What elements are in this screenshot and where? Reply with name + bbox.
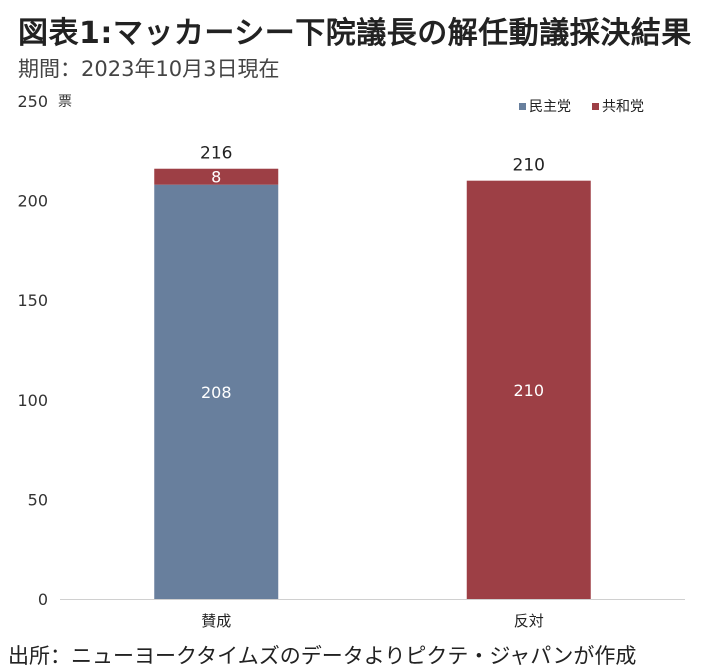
legend-label: 共和党 [602,99,644,115]
y-axis-unit: 票 [58,94,72,110]
y-tick-label: 0 [38,590,48,609]
bar-republican-1 [466,180,591,599]
segment-value-label: 208 [201,383,232,402]
segment-value-label: 210 [513,381,544,400]
x-category-label: 反対 [514,612,544,630]
y-tick-label: 250 [17,92,48,111]
total-value-label: 210 [513,156,545,176]
legend-label: 民主党 [529,99,571,115]
y-tick-label: 50 [28,490,48,509]
total-value-label: 216 [200,144,232,164]
source-note: 出所：ニューヨークタイムズのデータよりピクテ・ジャパンが作成 [8,644,637,668]
legend-swatch [592,103,599,110]
segment-value-label: 8 [211,168,221,187]
x-category-label: 賛成 [201,612,231,630]
y-tick-label: 150 [17,291,48,310]
y-tick-label: 100 [17,391,48,410]
y-tick-label: 200 [17,192,48,211]
legend-swatch [519,103,526,110]
bar-democrat-0 [154,184,279,599]
bar-republican-0 [154,168,279,185]
chart-title: 図表1:マッカーシー下院議長の解任動議採決結果 [18,16,692,51]
chart-subtitle: 期間：2023年10月3日現在 [18,57,280,81]
